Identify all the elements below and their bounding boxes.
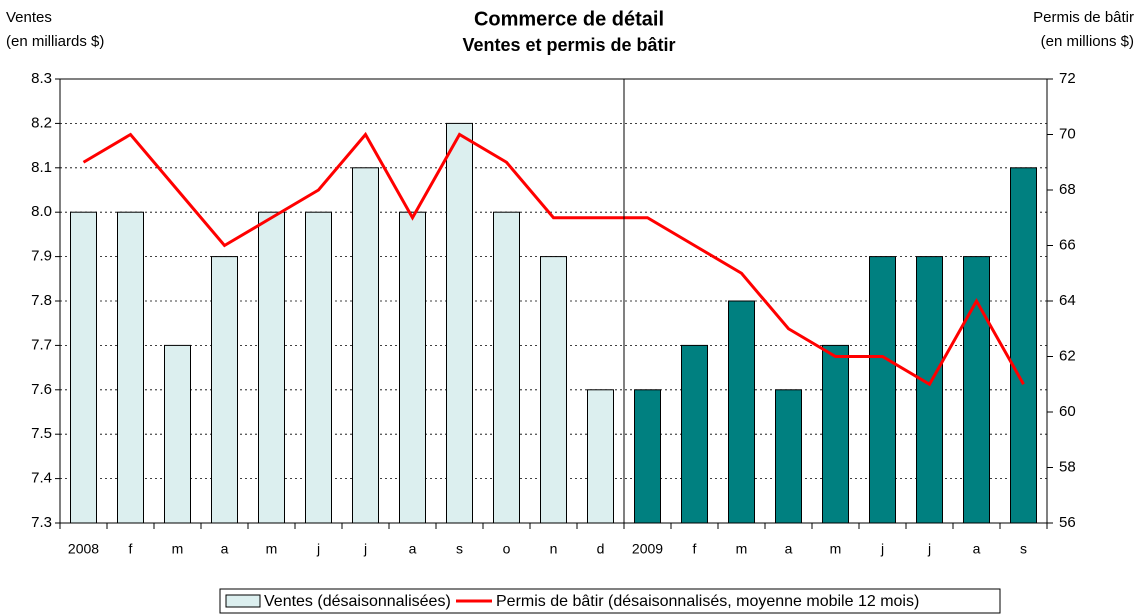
bar — [775, 389, 802, 524]
bar — [1010, 167, 1037, 524]
y2-axis-label: Permis de bâtir — [1033, 9, 1134, 26]
y2-tick-label: 70 — [1059, 125, 1076, 142]
y2-tick-label: 72 — [1059, 70, 1076, 87]
x-tick-label: j — [316, 541, 320, 557]
bar — [164, 344, 191, 524]
bar — [822, 344, 849, 524]
bar — [493, 211, 520, 524]
bar — [963, 256, 990, 524]
x-tick-label: f — [129, 541, 133, 557]
bar — [728, 300, 755, 524]
legend — [219, 588, 1001, 614]
x-tick-label: n — [550, 541, 558, 557]
x-tick-label: s — [1020, 541, 1027, 557]
y2-axis-label: (en millions $) — [1041, 33, 1134, 50]
bar — [258, 211, 285, 524]
y-axis-label: (en milliards $) — [6, 33, 104, 50]
x-tick-label: a — [973, 541, 981, 557]
bar — [869, 256, 896, 524]
x-tick-label: m — [266, 541, 278, 557]
x-tick-label: j — [880, 541, 884, 557]
y-tick-label: 7.5 — [31, 425, 52, 442]
plot-frame — [59, 78, 1048, 524]
x-tick-label: j — [927, 541, 931, 557]
y-tick-label: 8.2 — [31, 114, 52, 131]
y-tick-label: 7.9 — [31, 248, 52, 265]
y2-tick-label: 68 — [1059, 181, 1076, 198]
x-tick-label: m — [736, 541, 748, 557]
x-tick-label: a — [221, 541, 229, 557]
x-tick-label: a — [785, 541, 793, 557]
y2-tick-label: 64 — [1059, 292, 1076, 309]
line — [82, 131, 1025, 387]
y2-tick-label: 56 — [1059, 514, 1076, 531]
x-tick-label: 2009 — [632, 541, 663, 557]
y-tick-label: 7.7 — [31, 336, 52, 353]
bar — [681, 344, 708, 524]
legend-label: Permis de bâtir (désaisonnalisés, moyenn… — [496, 593, 919, 610]
y-tick-label: 7.3 — [31, 514, 52, 531]
x-tick-label: o — [503, 541, 511, 557]
y-axis-label: Ventes — [6, 9, 52, 26]
bar — [305, 211, 332, 524]
x-tick-label: f — [693, 541, 697, 557]
x-tick-label: j — [363, 541, 367, 557]
y2-tick-label: 60 — [1059, 403, 1076, 420]
chart-title: Commerce de détail — [474, 8, 664, 30]
chart-subtitle: Ventes et permis de bâtir — [462, 35, 675, 55]
y-tick-label: 8.1 — [31, 159, 52, 176]
y-tick-label: 7.6 — [31, 381, 52, 398]
legend-label: Ventes (désaisonnalisées) — [264, 593, 451, 610]
bar — [352, 167, 379, 524]
x-tick-label: d — [597, 541, 605, 557]
bar — [916, 256, 943, 524]
bar — [70, 211, 97, 524]
y-tick-label: 7.4 — [31, 470, 52, 487]
bar — [540, 256, 567, 524]
bar — [446, 122, 473, 524]
y2-tick-label: 62 — [1059, 347, 1076, 364]
x-tick-label: a — [409, 541, 417, 557]
x-tick-label: m — [172, 541, 184, 557]
y-tick-label: 7.8 — [31, 292, 52, 309]
y2-tick-label: 58 — [1059, 458, 1076, 475]
bar — [211, 256, 238, 524]
bar — [399, 211, 426, 524]
y2-tick-label: 66 — [1059, 236, 1076, 253]
legend-swatch — [225, 594, 261, 608]
bar — [634, 389, 661, 524]
y-tick-label: 8.0 — [31, 203, 52, 220]
y-tick-label: 8.3 — [31, 70, 52, 87]
bar — [117, 211, 144, 524]
x-tick-label: s — [456, 541, 463, 557]
x-tick-label: 2008 — [68, 541, 99, 557]
x-tick-label: m — [830, 541, 842, 557]
bar — [587, 389, 614, 524]
